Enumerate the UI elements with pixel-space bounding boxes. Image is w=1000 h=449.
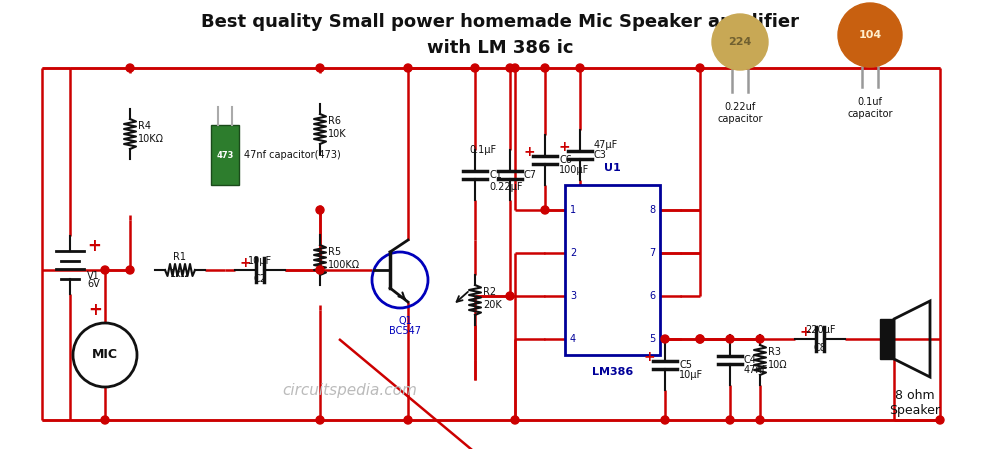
Text: U1: U1 <box>604 163 621 173</box>
Circle shape <box>471 64 479 72</box>
Circle shape <box>712 14 768 70</box>
Text: LM386: LM386 <box>592 367 633 377</box>
Circle shape <box>101 266 109 274</box>
Text: with LM 386 ic: with LM 386 ic <box>427 39 573 57</box>
Circle shape <box>756 416 764 424</box>
Text: 47nf capacitor(473): 47nf capacitor(473) <box>244 150 341 160</box>
Text: C2: C2 <box>254 274 266 284</box>
Text: R1: R1 <box>174 252 186 262</box>
Circle shape <box>696 335 704 343</box>
Text: 104: 104 <box>858 30 882 40</box>
Text: V1: V1 <box>87 271 100 281</box>
Text: 8 ohm
Speaker: 8 ohm Speaker <box>890 389 940 417</box>
Circle shape <box>756 335 764 343</box>
Text: R2: R2 <box>483 287 496 297</box>
Text: +: + <box>799 325 811 339</box>
Circle shape <box>506 64 514 72</box>
Text: C4: C4 <box>744 355 757 365</box>
Text: 7: 7 <box>649 248 655 258</box>
Circle shape <box>696 64 704 72</box>
Bar <box>211 125 239 185</box>
Text: 0.1µF: 0.1µF <box>469 145 496 155</box>
Text: C8: C8 <box>814 343 826 353</box>
Text: 10KΩ: 10KΩ <box>138 134 164 144</box>
Bar <box>880 319 894 359</box>
Text: 3: 3 <box>570 291 576 301</box>
Text: Q1: Q1 <box>398 316 412 326</box>
Text: Best quality Small power homemade Mic Speaker amplifier: Best quality Small power homemade Mic Sp… <box>201 13 799 31</box>
Circle shape <box>126 266 134 274</box>
Text: 1kΩ: 1kΩ <box>170 269 190 279</box>
Circle shape <box>838 3 902 67</box>
Text: 0.1uf
capacitor: 0.1uf capacitor <box>847 97 893 119</box>
Circle shape <box>316 416 324 424</box>
Text: 4: 4 <box>570 334 576 344</box>
Text: 47nF: 47nF <box>744 365 768 375</box>
Text: +: + <box>523 145 535 159</box>
Circle shape <box>316 64 324 72</box>
Text: +: + <box>88 301 102 319</box>
Text: 10Ω: 10Ω <box>768 360 788 370</box>
Circle shape <box>576 64 584 72</box>
Bar <box>565 185 660 355</box>
Text: C5: C5 <box>679 360 692 370</box>
Text: 100KΩ: 100KΩ <box>328 260 360 270</box>
Text: 10µF: 10µF <box>679 370 703 380</box>
Text: BC547: BC547 <box>389 326 421 336</box>
Circle shape <box>726 416 734 424</box>
Text: +: + <box>87 237 101 255</box>
Circle shape <box>936 416 944 424</box>
Text: 47µF: 47µF <box>594 140 618 150</box>
Circle shape <box>511 64 519 72</box>
Circle shape <box>101 416 109 424</box>
Text: R3: R3 <box>768 347 781 357</box>
Text: +: + <box>239 256 251 270</box>
Text: 8: 8 <box>649 205 655 215</box>
Circle shape <box>541 64 549 72</box>
Text: 220µF: 220µF <box>805 325 835 335</box>
Circle shape <box>316 206 324 214</box>
Text: C7: C7 <box>524 170 537 180</box>
Text: circuitspedia.com: circuitspedia.com <box>283 383 417 397</box>
Text: R6: R6 <box>328 116 341 126</box>
Text: 473: 473 <box>216 150 234 159</box>
Circle shape <box>726 335 734 343</box>
Text: 2: 2 <box>570 248 576 258</box>
Text: R4: R4 <box>138 121 151 131</box>
Circle shape <box>541 206 549 214</box>
Text: 6: 6 <box>649 291 655 301</box>
Text: MIC: MIC <box>92 348 118 361</box>
Text: 5: 5 <box>649 334 655 344</box>
Text: 20K: 20K <box>483 300 502 310</box>
Text: 0.22uf
capacitor: 0.22uf capacitor <box>717 102 763 123</box>
Circle shape <box>511 416 519 424</box>
Text: 10µF: 10µF <box>248 256 272 266</box>
Text: C6: C6 <box>559 155 572 165</box>
Text: +: + <box>643 350 655 364</box>
Circle shape <box>661 416 669 424</box>
Circle shape <box>316 266 324 274</box>
Circle shape <box>404 416 412 424</box>
Circle shape <box>126 64 134 72</box>
Circle shape <box>506 292 514 300</box>
Text: 10K: 10K <box>328 129 347 139</box>
Text: C3: C3 <box>594 150 607 160</box>
Text: 224: 224 <box>728 37 752 47</box>
Circle shape <box>661 335 669 343</box>
Text: 0.22µF: 0.22µF <box>489 182 522 192</box>
Text: 6V: 6V <box>87 279 100 289</box>
Circle shape <box>696 335 704 343</box>
Text: 100µF: 100µF <box>559 165 589 175</box>
Text: R5: R5 <box>328 247 341 257</box>
Text: +: + <box>558 140 570 154</box>
Text: C1: C1 <box>489 170 502 180</box>
Circle shape <box>404 64 412 72</box>
Text: 1: 1 <box>570 205 576 215</box>
